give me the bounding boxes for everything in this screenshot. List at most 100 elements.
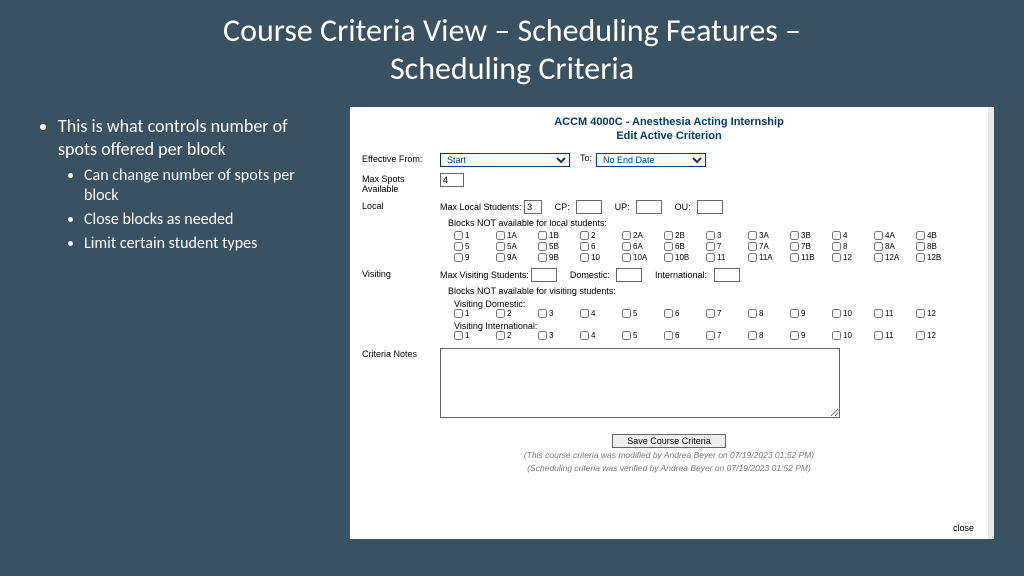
local-block-cell[interactable]: 9B bbox=[538, 253, 580, 262]
visiting-international-block-cell[interactable]: 5 bbox=[622, 331, 664, 340]
visiting-international-block-checkbox[interactable] bbox=[496, 331, 505, 340]
local-block-cell[interactable]: 1A bbox=[496, 231, 538, 240]
visiting-international-block-checkbox[interactable] bbox=[580, 331, 589, 340]
local-block-checkbox[interactable] bbox=[580, 242, 589, 251]
visiting-international-block-checkbox[interactable] bbox=[916, 331, 925, 340]
visiting-domestic-block-cell[interactable]: 3 bbox=[538, 309, 580, 318]
max-visiting-input[interactable] bbox=[531, 268, 557, 282]
ou-input[interactable] bbox=[697, 200, 723, 214]
visiting-domestic-block-cell[interactable]: 6 bbox=[664, 309, 706, 318]
local-block-cell[interactable]: 12A bbox=[874, 253, 916, 262]
visiting-domestic-block-cell[interactable]: 10 bbox=[832, 309, 874, 318]
max-local-input[interactable] bbox=[524, 200, 542, 214]
local-block-checkbox[interactable] bbox=[664, 253, 673, 262]
local-block-checkbox[interactable] bbox=[874, 231, 883, 240]
local-block-checkbox[interactable] bbox=[454, 253, 463, 262]
local-block-cell[interactable]: 6B bbox=[664, 242, 706, 251]
cp-input[interactable] bbox=[576, 200, 602, 214]
visiting-international-block-cell[interactable]: 3 bbox=[538, 331, 580, 340]
visiting-international-block-cell[interactable]: 7 bbox=[706, 331, 748, 340]
local-block-cell[interactable]: 4 bbox=[832, 231, 874, 240]
local-block-checkbox[interactable] bbox=[664, 242, 673, 251]
visiting-international-block-cell[interactable]: 1 bbox=[454, 331, 496, 340]
effective-from-select[interactable]: Start bbox=[440, 153, 570, 167]
local-block-cell[interactable]: 3B bbox=[790, 231, 832, 240]
local-block-cell[interactable]: 1B bbox=[538, 231, 580, 240]
close-link[interactable]: close bbox=[953, 523, 974, 533]
visiting-international-block-cell[interactable]: 8 bbox=[748, 331, 790, 340]
local-block-checkbox[interactable] bbox=[496, 231, 505, 240]
local-block-cell[interactable]: 12 bbox=[832, 253, 874, 262]
local-block-cell[interactable]: 8A bbox=[874, 242, 916, 251]
local-block-checkbox[interactable] bbox=[580, 231, 589, 240]
visiting-domestic-block-checkbox[interactable] bbox=[580, 309, 589, 318]
visiting-international-block-checkbox[interactable] bbox=[832, 331, 841, 340]
visiting-international-block-checkbox[interactable] bbox=[790, 331, 799, 340]
visiting-international-block-checkbox[interactable] bbox=[454, 331, 463, 340]
visiting-domestic-block-cell[interactable]: 1 bbox=[454, 309, 496, 318]
visiting-international-block-cell[interactable]: 2 bbox=[496, 331, 538, 340]
visiting-international-block-checkbox[interactable] bbox=[622, 331, 631, 340]
local-block-checkbox[interactable] bbox=[496, 242, 505, 251]
local-block-cell[interactable]: 5A bbox=[496, 242, 538, 251]
local-block-checkbox[interactable] bbox=[874, 242, 883, 251]
visiting-domestic-block-checkbox[interactable] bbox=[496, 309, 505, 318]
local-block-checkbox[interactable] bbox=[454, 242, 463, 251]
local-block-checkbox[interactable] bbox=[790, 231, 799, 240]
local-block-cell[interactable]: 6 bbox=[580, 242, 622, 251]
visiting-domestic-block-checkbox[interactable] bbox=[622, 309, 631, 318]
visiting-international-block-cell[interactable]: 6 bbox=[664, 331, 706, 340]
local-block-cell[interactable]: 7B bbox=[790, 242, 832, 251]
local-block-checkbox[interactable] bbox=[748, 231, 757, 240]
local-block-cell[interactable]: 11 bbox=[706, 253, 748, 262]
local-block-checkbox[interactable] bbox=[454, 231, 463, 240]
visiting-domestic-block-cell[interactable]: 8 bbox=[748, 309, 790, 318]
visiting-domestic-block-cell[interactable]: 5 bbox=[622, 309, 664, 318]
local-block-cell[interactable]: 2A bbox=[622, 231, 664, 240]
visiting-international-block-checkbox[interactable] bbox=[874, 331, 883, 340]
visiting-domestic-block-checkbox[interactable] bbox=[832, 309, 841, 318]
visiting-domestic-block-checkbox[interactable] bbox=[790, 309, 799, 318]
local-block-checkbox[interactable] bbox=[832, 242, 841, 251]
local-block-checkbox[interactable] bbox=[538, 242, 547, 251]
local-block-cell[interactable]: 10 bbox=[580, 253, 622, 262]
visiting-international-block-cell[interactable]: 12 bbox=[916, 331, 958, 340]
local-block-checkbox[interactable] bbox=[580, 253, 589, 262]
local-block-checkbox[interactable] bbox=[538, 253, 547, 262]
local-block-checkbox[interactable] bbox=[874, 253, 883, 262]
local-block-checkbox[interactable] bbox=[706, 231, 715, 240]
local-block-cell[interactable]: 2 bbox=[580, 231, 622, 240]
local-block-checkbox[interactable] bbox=[706, 253, 715, 262]
local-block-checkbox[interactable] bbox=[496, 253, 505, 262]
local-block-cell[interactable]: 9A bbox=[496, 253, 538, 262]
visiting-domestic-block-checkbox[interactable] bbox=[874, 309, 883, 318]
visiting-international-block-checkbox[interactable] bbox=[664, 331, 673, 340]
visiting-domestic-block-cell[interactable]: 4 bbox=[580, 309, 622, 318]
domestic-input[interactable] bbox=[616, 268, 642, 282]
local-block-cell[interactable]: 7 bbox=[706, 242, 748, 251]
local-block-checkbox[interactable] bbox=[664, 231, 673, 240]
local-block-cell[interactable]: 4B bbox=[916, 231, 958, 240]
local-block-cell[interactable]: 3 bbox=[706, 231, 748, 240]
local-block-cell[interactable]: 7A bbox=[748, 242, 790, 251]
local-block-cell[interactable]: 5 bbox=[454, 242, 496, 251]
visiting-domestic-block-cell[interactable]: 9 bbox=[790, 309, 832, 318]
visiting-domestic-block-cell[interactable]: 7 bbox=[706, 309, 748, 318]
visiting-international-block-checkbox[interactable] bbox=[748, 331, 757, 340]
local-block-checkbox[interactable] bbox=[832, 231, 841, 240]
local-block-cell[interactable]: 4A bbox=[874, 231, 916, 240]
up-input[interactable] bbox=[636, 200, 662, 214]
visiting-domestic-block-checkbox[interactable] bbox=[454, 309, 463, 318]
local-block-cell[interactable]: 10A bbox=[622, 253, 664, 262]
visiting-domestic-block-checkbox[interactable] bbox=[748, 309, 757, 318]
local-block-cell[interactable]: 10B bbox=[664, 253, 706, 262]
visiting-international-block-checkbox[interactable] bbox=[706, 331, 715, 340]
local-block-cell[interactable]: 8 bbox=[832, 242, 874, 251]
local-block-cell[interactable]: 11B bbox=[790, 253, 832, 262]
visiting-domestic-block-cell[interactable]: 12 bbox=[916, 309, 958, 318]
local-block-checkbox[interactable] bbox=[748, 253, 757, 262]
visiting-international-block-checkbox[interactable] bbox=[538, 331, 547, 340]
local-block-cell[interactable]: 1 bbox=[454, 231, 496, 240]
local-block-cell[interactable]: 5B bbox=[538, 242, 580, 251]
local-block-checkbox[interactable] bbox=[916, 253, 925, 262]
